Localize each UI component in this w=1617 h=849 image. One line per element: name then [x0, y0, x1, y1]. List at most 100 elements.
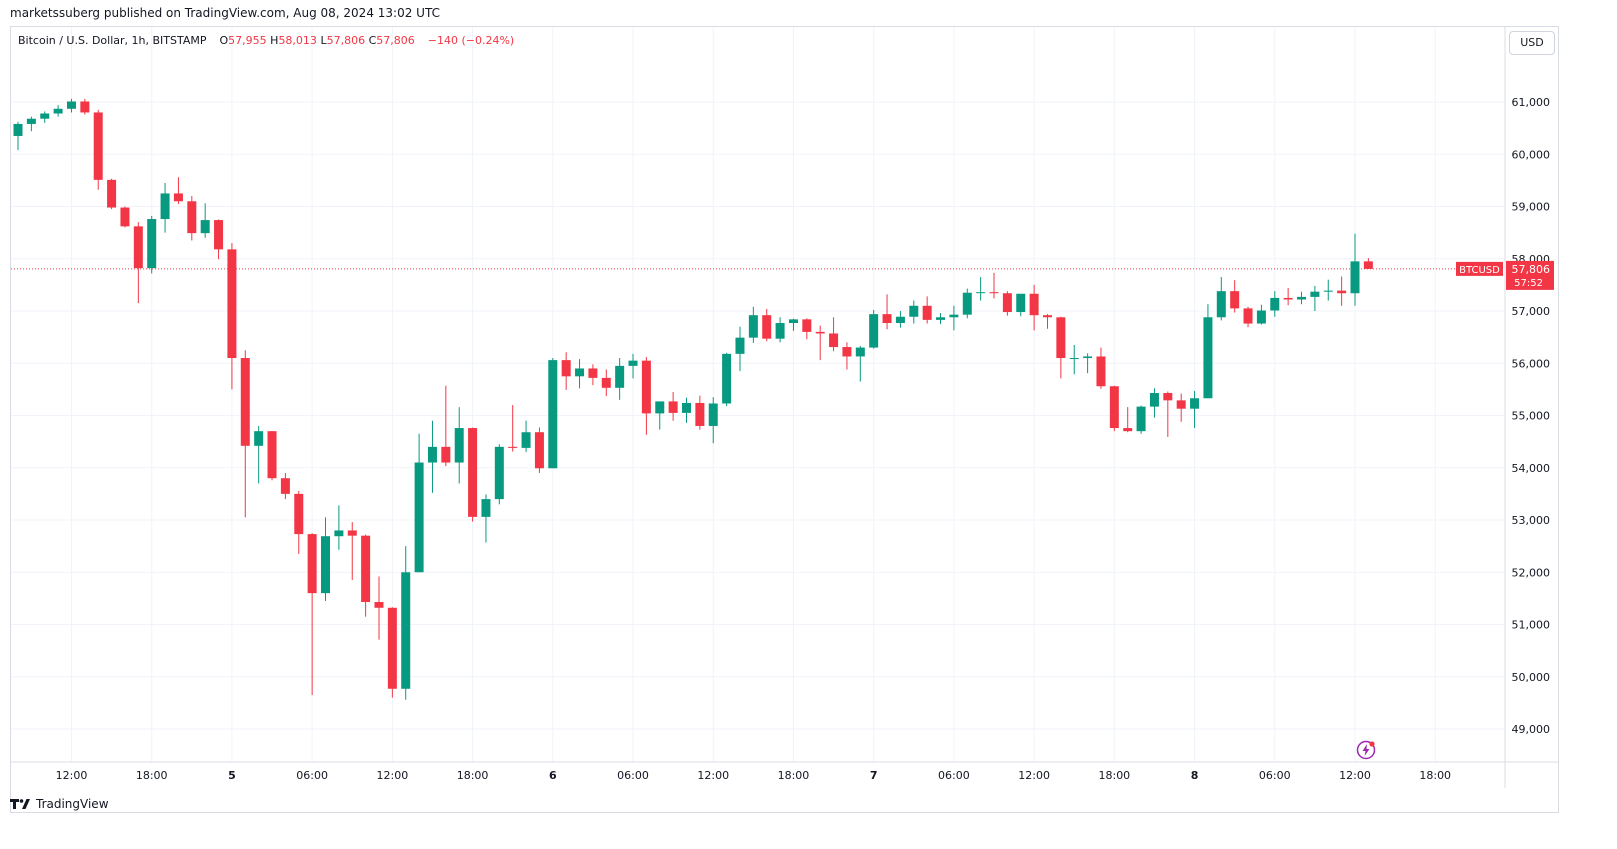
y-tick-label: 61,000 — [1512, 96, 1551, 109]
candle — [267, 431, 277, 481]
candle — [534, 427, 544, 473]
candle — [240, 350, 250, 518]
tradingview-logo[interactable]: TradingView — [10, 797, 109, 811]
candle — [294, 490, 304, 554]
candle — [641, 356, 651, 435]
candle-body — [962, 292, 972, 315]
candle — [1069, 344, 1079, 375]
candle — [548, 358, 558, 469]
lightning-icon[interactable] — [1356, 740, 1376, 760]
open-value: 57,955 — [228, 34, 267, 47]
candle — [722, 352, 732, 407]
candle-body — [214, 220, 224, 250]
symbol-name[interactable]: Bitcoin / U.S. Dollar, 1h, BITSTAMP — [18, 34, 207, 47]
candle — [1243, 306, 1253, 328]
candle-body — [561, 360, 571, 377]
price-tag-bg — [1506, 260, 1554, 290]
candle — [1029, 284, 1039, 331]
low-value: 57,806 — [326, 34, 366, 47]
candle — [802, 318, 812, 340]
candle-body — [120, 207, 130, 227]
candle-body — [682, 402, 691, 413]
candle — [869, 309, 879, 349]
candle — [427, 420, 437, 493]
candle — [1163, 391, 1173, 437]
candle-body — [200, 220, 210, 234]
candle-body — [1310, 291, 1320, 297]
candle-body — [1083, 356, 1093, 359]
candle — [895, 311, 905, 328]
candle — [414, 433, 424, 573]
candle-body — [895, 316, 905, 324]
candle-body — [775, 323, 785, 339]
candle — [615, 358, 625, 400]
candle — [374, 576, 384, 640]
candle — [976, 277, 986, 301]
candle — [521, 420, 531, 453]
x-tick-label: 06:00 — [938, 769, 970, 782]
candle-body — [374, 602, 384, 608]
candle-body — [695, 402, 705, 426]
candle-body — [1163, 393, 1173, 401]
candle — [1083, 353, 1093, 374]
candle-body — [160, 193, 170, 220]
candle-body — [1283, 297, 1293, 300]
candle — [882, 294, 892, 330]
candle-body — [1149, 393, 1159, 407]
y-tick-label: 53,000 — [1512, 514, 1551, 527]
candle-body — [80, 101, 90, 113]
candle-body — [227, 249, 237, 359]
candle — [1350, 233, 1360, 306]
candle — [1176, 393, 1186, 422]
candle-body — [976, 292, 986, 294]
candle-body — [361, 535, 371, 603]
x-tick-label: 18:00 — [1098, 769, 1130, 782]
candle-body — [93, 112, 103, 180]
candle — [735, 326, 745, 372]
x-tick-label: 6 — [549, 769, 557, 782]
candle — [187, 196, 197, 241]
candle-body — [936, 317, 946, 320]
candle — [80, 98, 90, 115]
candle — [815, 325, 825, 361]
candle — [655, 401, 665, 430]
y-tick-label: 60,000 — [1512, 148, 1551, 161]
candle — [1109, 385, 1119, 432]
candle — [26, 116, 36, 132]
candle-body — [1297, 296, 1307, 300]
candle — [347, 522, 357, 581]
candle — [1016, 293, 1026, 317]
candle-body — [815, 331, 825, 334]
x-tick-label: 12:00 — [1339, 769, 1371, 782]
candle — [1123, 407, 1133, 433]
candle-body — [1096, 356, 1106, 387]
currency-button[interactable]: USD — [1509, 31, 1555, 55]
y-tick-label: 55,000 — [1512, 410, 1551, 423]
candle — [1136, 405, 1146, 434]
candle-body — [1216, 291, 1226, 318]
candle-body — [481, 499, 491, 517]
candle — [334, 505, 344, 550]
candle — [508, 405, 518, 452]
candle — [628, 353, 638, 379]
candle — [481, 494, 491, 543]
candle-body — [1363, 261, 1373, 269]
candle — [575, 359, 585, 389]
candle — [949, 305, 959, 331]
candle-body — [494, 446, 504, 500]
candle-body — [748, 315, 758, 338]
x-tick-label: 7 — [870, 769, 878, 782]
candle-body — [1350, 261, 1360, 294]
candle-body — [708, 403, 718, 426]
candle-body — [802, 319, 812, 332]
candle-body — [1069, 358, 1079, 360]
candle-body — [882, 314, 892, 324]
candle-body — [267, 431, 277, 479]
candle — [321, 517, 331, 601]
candle-body — [1230, 291, 1240, 309]
candle-body — [387, 607, 397, 689]
candle-body — [628, 360, 638, 366]
price-tag-countdown: 57:52 — [1514, 278, 1543, 289]
candle — [1216, 277, 1226, 321]
